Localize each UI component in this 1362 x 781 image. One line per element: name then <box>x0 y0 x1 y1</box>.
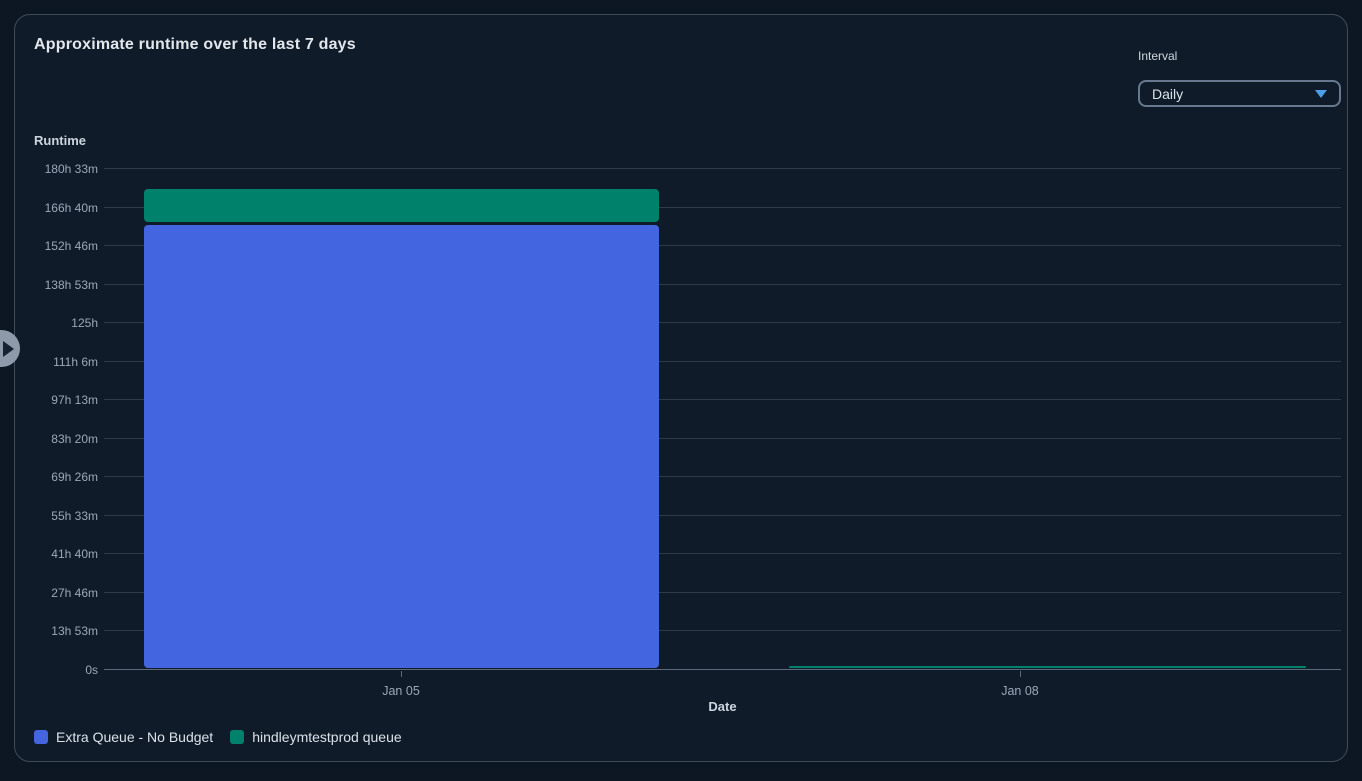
y-tick-label: 55h 33m <box>51 508 98 523</box>
y-axis-labels: 0s 13h 53m 27h 46m 41h 40m 55h 33m 69h 26m 83h… <box>21 162 98 677</box>
legend-item[interactable]: Extra Queue - No Budget <box>34 729 213 745</box>
interval-select[interactable]: Daily <box>1138 80 1341 107</box>
legend-swatch-icon <box>230 730 245 744</box>
legend-label: Extra Queue - No Budget <box>56 729 214 745</box>
gridline <box>104 553 1341 555</box>
legend: Extra Queue - No Budget hindleymtestprod … <box>34 729 402 745</box>
y-tick-label: 0s <box>85 663 98 677</box>
gridline <box>104 168 1341 169</box>
bar-segment[interactable] <box>789 666 1307 668</box>
gridline <box>104 206 1341 208</box>
y-tick-label: 69h 26m <box>51 470 98 485</box>
caret-down-icon <box>1315 89 1327 98</box>
legend-swatch-icon <box>34 730 48 744</box>
legend-item[interactable]: hindleymtestprod queue <box>230 729 402 745</box>
x-tick-mark <box>1019 671 1021 677</box>
gridline <box>104 322 1341 324</box>
bar-group <box>789 169 1307 670</box>
gridline <box>104 360 1341 362</box>
x-axis-baseline <box>104 669 1341 670</box>
interval-label: Interval <box>1138 49 1178 63</box>
x-tick-label: Jan 05 <box>382 684 420 698</box>
y-axis-title: Runtime <box>34 133 86 148</box>
y-tick-label: 97h 13m <box>51 393 98 408</box>
x-tick-label: Jan 08 <box>1001 684 1039 698</box>
gridline <box>104 437 1341 439</box>
gridline <box>104 591 1341 593</box>
y-tick-label: 125h <box>71 316 98 331</box>
chevron-right-icon <box>3 340 14 357</box>
runtime-chart-panel: Approximate runtime over the last 7 days… <box>14 14 1348 762</box>
plot-area: Jan 05 Jan 08 <box>104 168 1341 698</box>
bar-segment[interactable] <box>143 188 659 222</box>
interval-selected-value: Daily <box>1152 85 1184 102</box>
gridline <box>104 283 1341 285</box>
legend-label: hindleymtestprod queue <box>252 729 402 745</box>
y-tick-label: 111h 6m <box>53 354 98 369</box>
gridline <box>104 245 1341 247</box>
x-axis-title: Date <box>708 699 737 714</box>
bar-segment[interactable] <box>143 224 659 668</box>
y-tick-label: 166h 40m <box>44 200 98 215</box>
y-tick-label: 83h 20m <box>51 431 98 446</box>
y-tick-label: 27h 46m <box>51 585 98 600</box>
y-tick-label: 41h 40m <box>51 547 98 562</box>
gridline <box>104 476 1341 478</box>
y-tick-label: 138h 53m <box>44 277 98 292</box>
gridline <box>104 399 1341 401</box>
x-tick-mark <box>401 671 402 677</box>
panel-title: Approximate runtime over the last 7 days <box>34 36 356 53</box>
bar-group <box>143 169 659 670</box>
gridline <box>104 514 1341 516</box>
gridline <box>104 630 1341 632</box>
open-side-panel-button[interactable] <box>0 330 20 367</box>
y-tick-label: 13h 53m <box>51 624 98 639</box>
y-tick-label: 180h 33m <box>44 162 98 176</box>
y-tick-label: 152h 46m <box>44 239 98 254</box>
